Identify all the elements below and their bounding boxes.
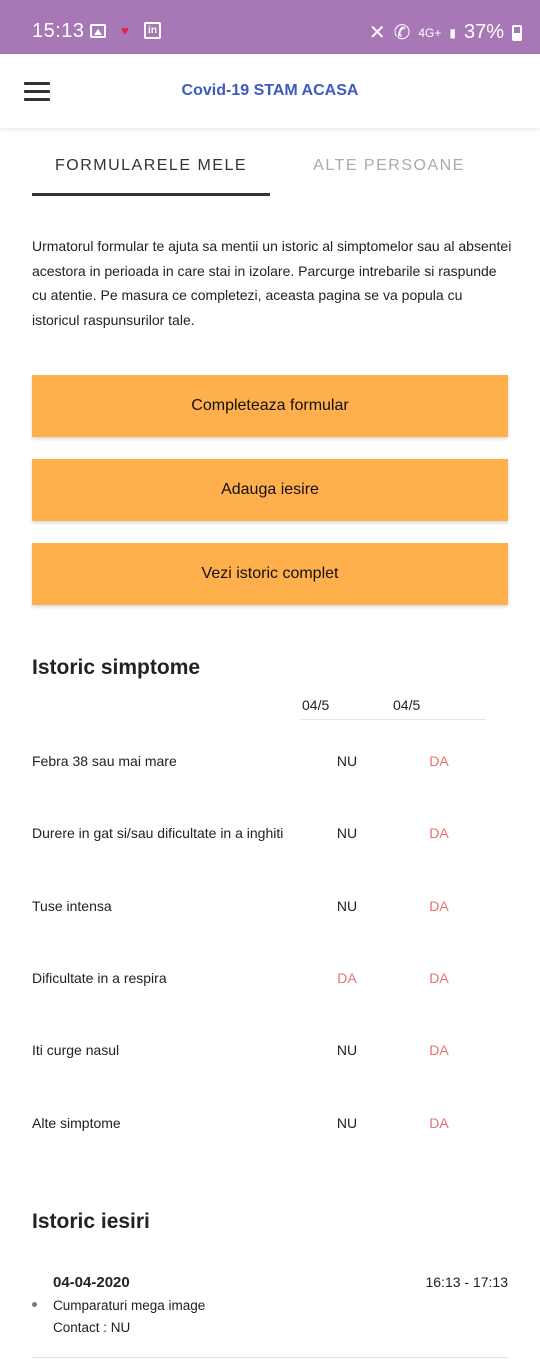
symptom-row: Tuse intensa NU DA	[32, 898, 508, 918]
app-bar: Covid-19 STAM ACASA	[0, 54, 540, 128]
exit-date: 04-04-2020	[53, 1274, 130, 1291]
header-divider	[300, 719, 486, 720]
date-column-header: 04/5	[393, 697, 421, 713]
system-icons: ✕ ✆ 4G+ ▮ 37%	[369, 20, 522, 45]
symptom-answer: NU	[336, 898, 358, 914]
battery-icon	[512, 24, 522, 41]
symptom-answer: NU	[336, 1115, 358, 1131]
exit-contact: Contact : NU	[53, 1320, 131, 1335]
tab-other-persons[interactable]: ALTE PERSOANE	[313, 157, 465, 174]
tab-bar: FORMULARELE MELE ALTE PERSOANE	[32, 140, 508, 198]
symptom-row: Durere in gat si/sau dificultate in a in…	[32, 825, 508, 845]
symptoms-history-title: Istoric simptome	[32, 656, 201, 679]
symptom-answer: DA	[337, 970, 357, 986]
symptom-answer: DA	[429, 1042, 449, 1058]
symptom-answer: NU	[336, 753, 358, 769]
status-bar: 15:13 ♥ in ✕ ✆ 4G+ ▮ 37%	[0, 0, 540, 54]
linkedin-icon: in	[144, 22, 161, 39]
symptom-row: Alte simptome NU DA	[32, 1115, 508, 1135]
bullet-icon	[32, 1302, 37, 1307]
tab-my-forms[interactable]: FORMULARELE MELE	[54, 157, 248, 174]
exits-history-title: Istoric iesiri	[32, 1210, 150, 1233]
symptom-label: Iti curge nasul	[32, 1042, 120, 1058]
symptom-label: Tuse intensa	[32, 898, 112, 914]
mute-icon: ✕	[368, 22, 386, 44]
menu-icon[interactable]	[24, 82, 50, 102]
date-column-header: 04/5	[302, 697, 330, 713]
heart-icon: ♥	[121, 22, 129, 38]
symptom-answer: DA	[429, 898, 449, 914]
symptom-answer: DA	[429, 970, 449, 986]
symptom-label: Alte simptome	[32, 1115, 121, 1131]
wifi-call-icon: ✆	[393, 22, 411, 44]
exit-time-range: 16:13 - 17:13	[425, 1274, 508, 1290]
view-history-button[interactable]: Vezi istoric complet	[32, 543, 508, 605]
symptom-answer: DA	[429, 825, 449, 841]
symptom-label: Durere in gat si/sau dificultate in a in…	[32, 825, 284, 841]
app-title: Covid-19 STAM ACASA	[181, 82, 359, 99]
symptom-label: Dificultate in a respira	[32, 970, 167, 986]
symptom-answer: NU	[336, 1042, 358, 1058]
exit-divider	[32, 1357, 508, 1358]
symptom-row: Iti curge nasul NU DA	[32, 1042, 508, 1062]
tab-indicator	[32, 193, 270, 196]
exit-description: Cumparaturi mega image	[53, 1298, 206, 1313]
notification-icons: ♥ in	[90, 22, 161, 39]
symptom-answer: DA	[429, 753, 449, 769]
symptom-row: Dificultate in a respira DA DA	[32, 970, 508, 990]
intro-text: Urmatorul formular te ajuta sa mentii un…	[32, 238, 512, 328]
add-exit-button[interactable]: Adauga iesire	[32, 459, 508, 521]
symptom-answer: DA	[429, 1115, 449, 1131]
fill-form-button[interactable]: Completeaza formular	[32, 375, 508, 437]
network-type: 4G+	[418, 25, 442, 40]
symptom-row: Febra 38 sau mai mare NU DA	[32, 753, 508, 773]
symptom-answer: NU	[336, 825, 358, 841]
symptom-label: Febra 38 sau mai mare	[32, 753, 177, 769]
status-time: 15:13	[32, 20, 85, 42]
signal-icon: ▮	[449, 25, 456, 40]
battery-percent: 37%	[463, 21, 504, 43]
gallery-icon	[90, 23, 106, 38]
